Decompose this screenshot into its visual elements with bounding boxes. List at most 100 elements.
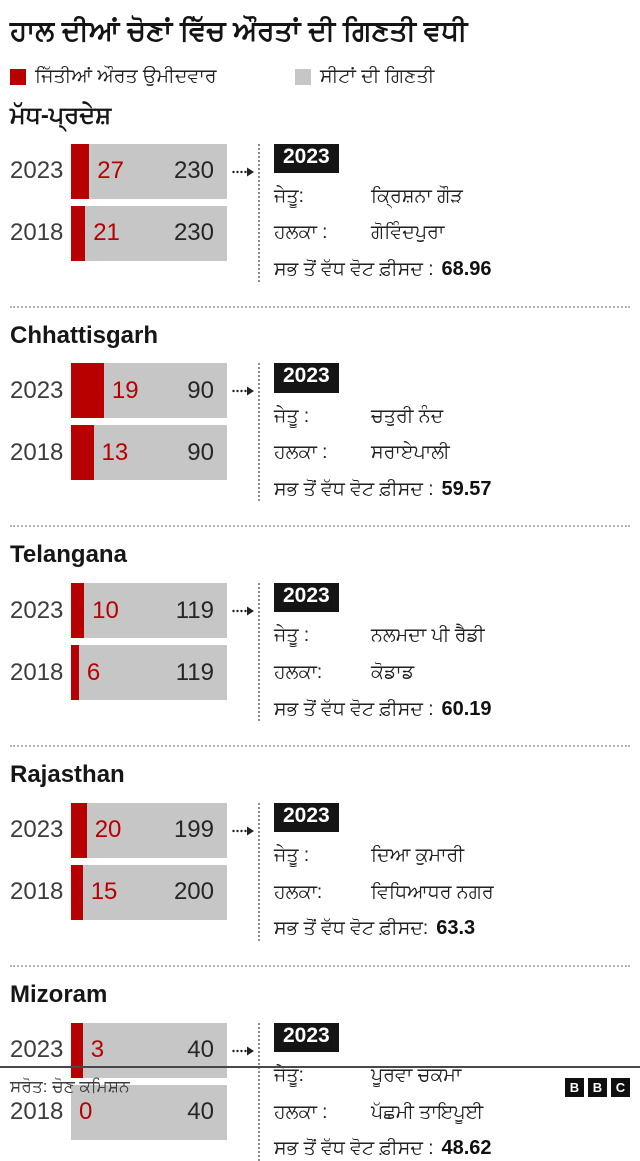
constituency-label: ਹਲਕਾ: — [274, 661, 323, 683]
seats-bar: 10 119 — [71, 583, 227, 639]
winner-name: ਦਿਆ ਕੁਮਾਰੀ — [371, 845, 465, 867]
winner-row: ਜੇਤੂ : ਦਿਆ ਕੁਮਾਰੀ — [274, 843, 630, 869]
source-text: ਸਰੋਤ: ਚੋਣ ਕਮਿਸ਼ਨ — [10, 1077, 130, 1096]
year-label: 2023 — [10, 376, 64, 404]
year-label: 2023 — [10, 816, 64, 844]
bar-chart: 2023 19 90 2018 13 90 — [10, 363, 227, 501]
bar-row-2018: 2018 13 90 — [10, 425, 227, 481]
seats-bar: 15 200 — [71, 864, 227, 920]
constituency-name: ਵਿਧਿਆਧਰ ਨਗਰ — [371, 881, 494, 903]
won-value: 27 — [97, 157, 124, 185]
vote-share-row: ਸਭ ਤੋਂ ਵੱਧ ਵੋਟ ਫ਼ੀਸਦ : 48.62 — [274, 1137, 630, 1160]
bar-row-2018: 2018 6 119 — [10, 645, 227, 701]
won-value: 15 — [90, 878, 118, 906]
won-bar-segment — [71, 1022, 83, 1078]
section-madhya-pradesh: ਮੱਧ-ਪ੍ਰਦੇਸ਼ 2023 27 230 2018 21 23 — [10, 102, 630, 282]
year-badge: 2023 — [274, 363, 339, 393]
seats-value: 119 — [175, 658, 214, 686]
winner-name: ਚਤੁਰੀ ਨੰਦ — [371, 405, 444, 427]
state-name: Telangana — [10, 541, 127, 569]
dotted-arrow-icon — [232, 606, 254, 616]
winner-name: ਕ੍ਰਿਸ਼ਨਾ ਗੌੜ — [371, 185, 463, 207]
seats-value: 230 — [173, 157, 214, 185]
winner-row: ਜੇਤੂ : ਨਲਮਦਾ ਪੀ ਰੈਡੀ — [274, 623, 630, 649]
bar-chart: 2023 27 230 2018 21 230 — [10, 143, 227, 282]
dotted-arrow-icon — [232, 386, 254, 396]
section-divider — [10, 525, 630, 528]
year-label: 2018 — [10, 438, 64, 466]
winner-label: ਜੇਤੂ : — [274, 845, 310, 867]
won-bar-segment — [71, 205, 86, 261]
winner-info-panel: 2023 ਜੇਤੂ : ਨਲਮਦਾ ਪੀ ਰੈਡੀ ਹਲਕਾ: ਕੋਡਾਡ ਸਭ… — [258, 583, 630, 722]
won-value: 10 — [92, 596, 119, 624]
won-swatch-icon — [10, 68, 26, 85]
seats-value: 90 — [187, 438, 214, 466]
year-label: 2023 — [10, 596, 64, 624]
vote-share-value: 60.19 — [441, 697, 492, 720]
bar-row-2023: 2023 3 40 — [10, 1022, 227, 1078]
winner-info-panel: 2023 ਜੇਤੂ: ਕ੍ਰਿਸ਼ਨਾ ਗੌੜ ਹਲਕਾ : ਗੋਵਿੰਦਪੁਰ… — [258, 143, 630, 282]
state-name: ਮੱਧ-ਪ੍ਰਦੇਸ਼ — [10, 101, 112, 129]
seats-bar: 27 230 — [71, 143, 227, 199]
bar-row-2023: 2023 19 90 — [10, 363, 227, 419]
won-value: 6 — [86, 658, 101, 686]
seats-bar: 20 199 — [71, 802, 227, 858]
year-label: 2018 — [10, 878, 64, 906]
year-label: 2023 — [10, 157, 64, 185]
vote-share-value: 48.62 — [441, 1137, 492, 1160]
legend-item-won: ਜਿੱਤੀਆਂ ਔਰਤ ਉਮੀਦਵਾਰ — [10, 66, 295, 88]
section-divider — [10, 964, 630, 967]
constituency-label: ਹਲਕਾ: — [274, 881, 323, 903]
dotted-arrow-icon — [232, 826, 254, 836]
state-name: Rajasthan — [10, 761, 125, 789]
bar-row-2023: 2023 10 119 — [10, 583, 227, 639]
won-bar-segment — [71, 425, 94, 481]
constituency-row: ਹਲਕਾ: ਕੋਡਾਡ — [274, 660, 630, 686]
seats-bar: 6 119 — [71, 645, 227, 701]
legend-item-seats: ਸੀਟਾਂ ਦੀ ਗਿਣਤੀ — [295, 66, 434, 88]
vote-share-label: ਸਭ ਤੋਂ ਵੱਧ ਵੋਟ ਫ਼ੀਸਦ: — [274, 918, 429, 940]
winner-row: ਜੇਤੂ : ਚਤੁਰੀ ਨੰਦ — [274, 404, 630, 430]
seats-bar: 3 40 — [71, 1022, 227, 1078]
won-bar-segment — [71, 645, 79, 701]
seats-value: 90 — [187, 376, 214, 404]
bbc-logo-letter: C — [611, 1077, 630, 1097]
bar-row-2023: 2023 20 199 — [10, 802, 227, 858]
won-bar-segment — [71, 363, 104, 419]
year-label: 2023 — [10, 1036, 64, 1064]
won-value: 3 — [90, 1036, 105, 1064]
seats-swatch-icon — [295, 68, 311, 85]
section-chhattisgarh: Chhattisgarh 2023 19 90 2018 13 90 — [10, 322, 630, 502]
winner-info-panel: 2023 ਜੇਤੂ : ਚਤੁਰੀ ਨੰਦ ਹਲਕਾ : ਸਰਾਏਪਾਲੀ ਸਭ… — [258, 363, 630, 502]
constituency-row: ਹਲਕਾ : ਗੋਵਿੰਦਪੁਰਾ — [274, 220, 630, 246]
year-label: 2018 — [10, 219, 64, 247]
constituency-row: ਹਲਕਾ: ਵਿਧਿਆਧਰ ਨਗਰ — [274, 880, 630, 906]
year-badge: 2023 — [274, 143, 339, 173]
winner-name: ਨਲਮਦਾ ਪੀ ਰੈਡੀ — [371, 625, 485, 647]
seats-bar: 21 230 — [71, 205, 227, 261]
section-rajasthan: Rajasthan 2023 20 199 2018 15 200 — [10, 761, 630, 941]
year-badge: 2023 — [274, 583, 339, 613]
dotted-arrow-icon — [232, 1046, 254, 1056]
constituency-name: ਸਰਾਏਪਾਲੀ — [371, 442, 450, 464]
bbc-logo-letter: B — [565, 1077, 584, 1097]
winner-row: ਜੇਤੂ: ਕ੍ਰਿਸ਼ਨਾ ਗੌੜ — [274, 184, 630, 210]
constituency-row: ਹਲਕਾ : ਸਰਾਏਪਾਲੀ — [274, 440, 630, 466]
won-value: 19 — [111, 376, 139, 404]
bbc-logo-letter: B — [588, 1077, 607, 1097]
constituency-label: ਹਲਕਾ : — [274, 442, 328, 464]
bar-row-2018: 2018 15 200 — [10, 864, 227, 920]
section-divider — [10, 745, 630, 748]
state-name: Mizoram — [10, 980, 108, 1008]
vote-share-row: ਸਭ ਤੋਂ ਵੱਧ ਵੋਟ ਫ਼ੀਸਦ : 68.96 — [274, 258, 630, 281]
section-telangana: Telangana 2023 10 119 2018 6 119 — [10, 541, 630, 722]
legend-seats-label: ਸੀਟਾਂ ਦੀ ਗਿਣਤੀ — [320, 65, 435, 87]
winner-name: ਪੂਰਵਾ ਚਕਮਾ — [371, 1064, 462, 1086]
seats-value: 230 — [173, 219, 214, 247]
vote-share-value: 59.57 — [441, 477, 492, 500]
winner-info-panel: 2023 ਜੇਤੂ : ਦਿਆ ਕੁਮਾਰੀ ਹਲਕਾ: ਵਿਧਿਆਧਰ ਨਗਰ… — [258, 802, 630, 941]
seats-value: 119 — [175, 596, 214, 624]
legend: ਜਿੱਤੀਆਂ ਔਰਤ ਉਮੀਦਵਾਰ ਸੀਟਾਂ ਦੀ ਗਿਣਤੀ — [10, 66, 630, 88]
page-title: ਹਾਲ ਦੀਆਂ ਚੋਣਾਂ ਵਿੱਚ ਔਰਤਾਂ ਦੀ ਗਿਣਤੀ ਵਧੀ — [10, 15, 468, 46]
bar-row-2023: 2023 27 230 — [10, 143, 227, 199]
